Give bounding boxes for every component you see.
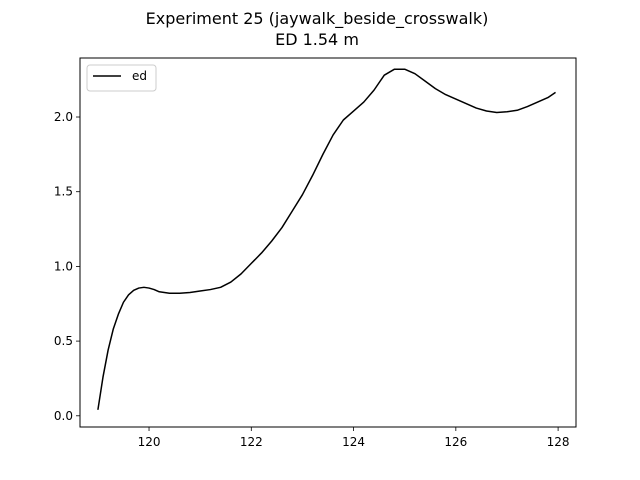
- x-tick-label: 128: [547, 435, 570, 449]
- plot-area: [79, 57, 577, 428]
- y-tick-label: 1.0: [54, 259, 73, 273]
- x-tick-label: 124: [342, 435, 365, 449]
- x-axis: 120 122 124 126 128: [138, 427, 570, 449]
- legend-label-ed: ed: [132, 69, 147, 83]
- y-axis: 0.0 0.5 1.0 1.5 2.0: [54, 110, 80, 423]
- chart-title: Experiment 25 (jaywalk_beside_crosswalk): [146, 9, 489, 29]
- series-layer: [97, 68, 556, 410]
- series-line-ed: [97, 68, 556, 410]
- y-tick-label: 1.5: [54, 185, 73, 199]
- x-tick-label: 120: [138, 435, 161, 449]
- y-tick-label: 0.0: [54, 409, 73, 423]
- y-tick-label: 0.5: [54, 334, 73, 348]
- legend: ed: [86, 64, 157, 92]
- legend-box: [86, 64, 157, 92]
- y-tick-label: 2.0: [54, 110, 73, 124]
- x-tick-label: 126: [444, 435, 467, 449]
- x-tick-label: 122: [240, 435, 263, 449]
- chart-subtitle: ED 1.54 m: [275, 30, 359, 49]
